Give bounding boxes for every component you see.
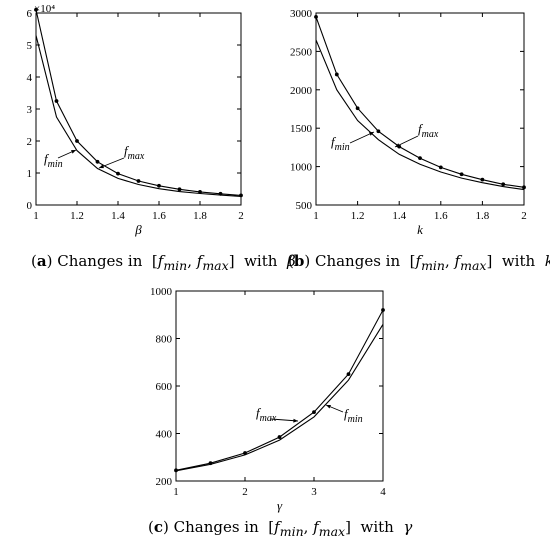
y-multiplier-label: ×10⁴ <box>34 3 55 15</box>
data-point-f-max <box>346 372 351 377</box>
annotation-f-min: fmin <box>44 151 63 170</box>
chart-panel-b: 1 1.2 1.4 1.6 1.8 250010001500200025003000kfm… <box>290 8 527 237</box>
caption-a-var: β <box>286 252 296 270</box>
data-point-f-max <box>522 185 526 190</box>
y-tick-label: 6 <box>27 8 33 20</box>
data-point-f-max <box>376 129 381 134</box>
x-tick-label: 1 <box>173 486 179 498</box>
caption-a: (a) Changes in [fmin, fmax] with β <box>31 252 296 273</box>
y-tick-label: 0 <box>27 200 33 212</box>
data-point-f-max <box>314 14 318 19</box>
caption-a-label: a <box>36 252 47 270</box>
y-tick-label: 2500 <box>290 46 313 58</box>
caption-c-label: c <box>153 518 163 536</box>
annotation-f-min: fmin <box>344 406 363 425</box>
data-point-f-max <box>438 165 443 170</box>
annotation-f-max: fmax <box>256 405 277 424</box>
chart-panel-c: 1 2 3 4 200 400 600 800 1000 γ fmax fmin <box>150 286 386 513</box>
caption-c: (c) Changes in [fmin, fmax] with γ <box>148 518 413 539</box>
data-point-f-max <box>95 159 100 164</box>
annotation-f-max: fmax <box>418 121 439 140</box>
plot-frame-a <box>35 12 242 206</box>
data-point-f-max <box>418 156 422 161</box>
data-point-f-max <box>501 182 506 187</box>
y-tick-label: 200 <box>156 476 173 488</box>
y-tick-label: 3000 <box>290 8 313 20</box>
x-tick-label: 2 <box>242 486 248 498</box>
x-tick-label: 1.6 <box>434 210 448 222</box>
caption-b-var: k <box>545 252 550 270</box>
data-point-f-max <box>116 171 120 176</box>
x-axis-label: β <box>134 222 142 237</box>
annotation-f-min: fmin <box>331 134 350 153</box>
data-point-f-max <box>381 308 385 312</box>
series-line-f-max <box>35 9 242 196</box>
x-tick-label: 1.8 <box>476 210 490 222</box>
x-tick-label: 2 <box>238 210 244 222</box>
caption-b-label: b <box>293 252 305 270</box>
x-axis-label: γ <box>277 498 283 513</box>
y-tick-label: 2000 <box>290 85 313 97</box>
y-tick-label: 1 <box>27 168 33 180</box>
y-tick-label: 4 <box>27 72 33 84</box>
y-tick-label: 1000 <box>290 162 313 174</box>
data-point-f-max <box>334 72 339 77</box>
x-tick-label: 1.4 <box>111 210 125 222</box>
series-line-f-max <box>315 16 525 188</box>
y-tick-label: 2 <box>27 136 33 148</box>
y-tick-label: 400 <box>156 429 173 441</box>
data-point-f-max <box>54 99 59 103</box>
data-point-f-max <box>75 139 79 143</box>
annotation-arrowhead <box>293 418 298 423</box>
y-tick-label: 1500 <box>290 123 313 135</box>
annotation-arrowhead <box>99 164 104 169</box>
plot-frame-c <box>175 290 384 482</box>
caption-b: (b) Changes in [fmin, fmax] with k <box>288 252 550 273</box>
x-tick-label: 1.8 <box>193 210 207 222</box>
annotation-f-max: fmax <box>124 143 145 162</box>
x-tick-label: 1.2 <box>351 210 365 222</box>
data-point-f-max <box>312 410 316 415</box>
x-tick-label: 1.2 <box>70 210 84 222</box>
data-point-f-max <box>177 187 182 192</box>
caption-c-var: γ <box>403 518 413 536</box>
x-tick-label: 3 <box>311 486 317 498</box>
x-axis-label: k <box>417 222 423 237</box>
data-point-f-max <box>277 435 282 439</box>
annotation-arrowhead <box>326 404 331 409</box>
x-tick-label: 1.4 <box>392 210 406 222</box>
x-tick-label: 2 <box>521 210 527 222</box>
series-line-f-min <box>175 324 384 472</box>
data-point-f-max <box>355 106 360 111</box>
y-tick-label: 3 <box>27 104 33 116</box>
annotation-arrowhead <box>71 150 76 154</box>
data-point-f-max <box>136 179 141 183</box>
y-tick-label: 500 <box>296 200 313 212</box>
annotation-arrowhead <box>395 143 400 147</box>
series-line-f-min <box>315 39 525 191</box>
x-tick-label: 4 <box>380 486 386 498</box>
plot-frame-b <box>315 12 525 206</box>
y-tick-label: 800 <box>156 334 173 346</box>
x-tick-label: 1 <box>33 210 39 222</box>
series-line-f-max <box>175 309 384 471</box>
data-point-f-max <box>34 7 38 12</box>
y-tick-label: 600 <box>156 381 173 393</box>
series-line-f-min <box>35 35 242 197</box>
data-point-f-max <box>459 172 464 177</box>
y-tick-label: 5 <box>27 40 33 52</box>
data-point-f-max <box>480 177 485 182</box>
data-point-f-max <box>198 189 202 194</box>
annotation-arrowhead <box>369 132 374 136</box>
y-tick-label: 1000 <box>150 286 173 298</box>
data-point-f-max <box>157 183 161 188</box>
x-tick-label: 1 <box>313 210 319 222</box>
x-tick-label: 1.6 <box>152 210 166 222</box>
